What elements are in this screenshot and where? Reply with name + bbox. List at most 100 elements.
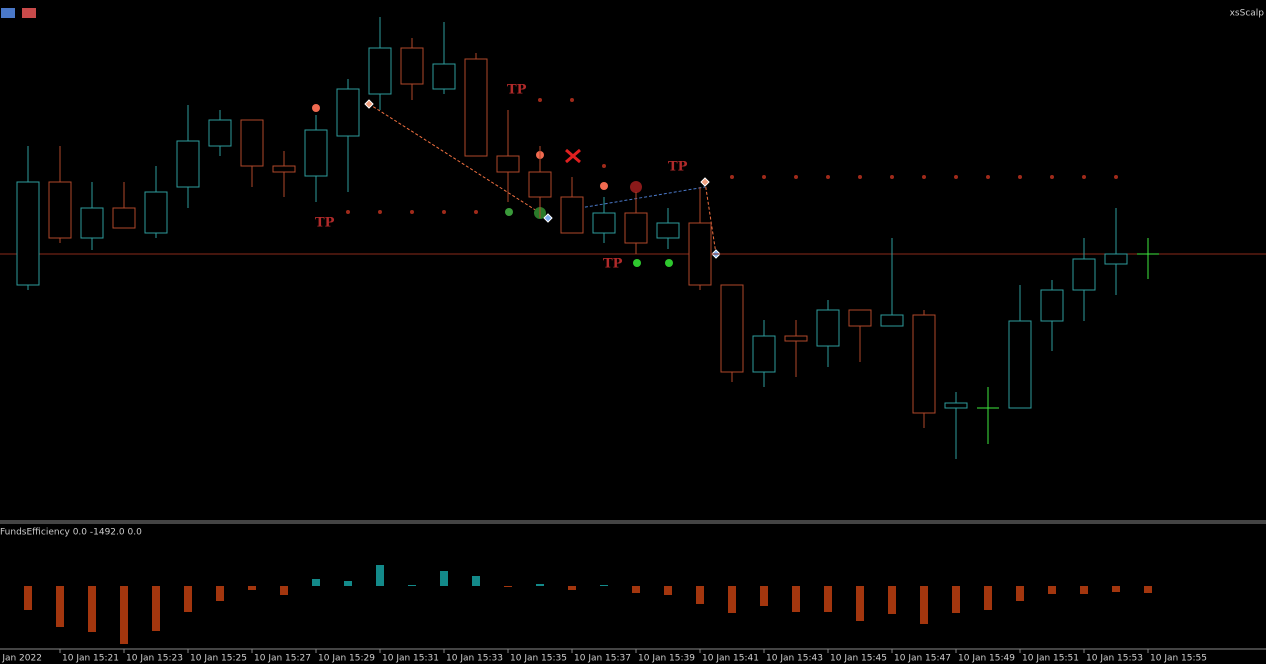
x-tick-label: 10 Jan 15:41 [702,654,759,664]
indicator-bar [1048,586,1056,594]
indicator-bar [856,586,864,621]
tp-dot [858,175,862,179]
candle-body [144,191,168,234]
x-tick-label: 10 Jan 15:43 [766,654,823,664]
indicator-bar [184,586,192,612]
tp-dot [954,175,958,179]
indicator-bar [344,581,352,586]
candle-body [880,314,904,327]
tp-label: TP [315,216,335,231]
candle-body [336,88,360,137]
tp-dot [730,175,734,179]
signal-dot [665,259,673,267]
tp-dot [762,175,766,179]
candle-body [816,309,840,347]
x-tick-label: 10 Jan 15:47 [894,654,951,664]
signal-dot [505,208,513,216]
tp-dot [922,175,926,179]
arrow [700,177,710,187]
tp-label: TP [603,257,623,272]
indicator-bar [376,565,384,586]
candle-body [272,165,296,173]
candle-body [464,58,488,157]
x-tick-label: 10 Jan 15:49 [958,654,1015,664]
indicator-bar [1144,586,1152,593]
indicator-label: FundsEfficiency 0.0 -1492.0 0.0 [0,528,142,538]
indicator-bar [120,586,128,644]
candle-body [1104,253,1128,265]
tp-dot [474,210,478,214]
indicator-bar [408,585,416,586]
tp-dot [570,98,574,102]
tp-dot [986,175,990,179]
candle-body [432,63,456,90]
candle-body [208,119,232,147]
expert-name: xsScalp [1230,9,1265,19]
indicator-bar [472,576,480,586]
x-tick-label: 10 Jan 15:21 [62,654,119,664]
arrow [364,99,374,109]
indicator-bar [760,586,768,606]
candle-body [176,140,200,188]
x-tick-label: 10 Jan 15:29 [318,654,375,664]
tp-dot [826,175,830,179]
candle-body [368,47,392,95]
indicator-bar [920,586,928,624]
trade-line [579,186,706,209]
indicator-bar [696,586,704,604]
x-tick-label: 10 Jan 15:55 [1150,654,1207,664]
candle-body [912,314,936,414]
indicator-bar [568,586,576,590]
candle-body [656,222,680,239]
x-tick-label: 10 Jan 15:37 [574,654,631,664]
candle-body [400,47,424,85]
tp-dot [602,164,606,168]
tp-dot [442,210,446,214]
x-tick-label: 10 Jan 15:25 [190,654,247,664]
indicator-bar [1080,586,1088,594]
candle-body [112,207,136,229]
indicator-bar [88,586,96,632]
x-tick-label: 10 Jan 15:33 [446,654,503,664]
indicator-bar [632,586,640,593]
x-tick-label: 10 Jan 15:27 [254,654,311,664]
candle-body [592,212,616,234]
signal-dot [633,259,641,267]
candle-body [1008,320,1032,409]
tp-dots [346,98,1118,214]
indicator-bar [792,586,800,612]
candle-body [528,171,552,198]
tp-dot [890,175,894,179]
signal-dot [630,181,642,193]
indicator-bar [824,586,832,612]
tp-dot [794,175,798,179]
tp-dot [346,210,350,214]
tp-dot [410,210,414,214]
candle-body [304,129,328,177]
candle-body [16,181,40,286]
indicator-bar [280,586,288,595]
candle-body [240,119,264,167]
icon[interactable] [22,8,36,18]
indicator-bar [248,586,256,590]
candle-body [80,207,104,239]
indicator-bar [152,586,160,631]
indicator-bar [216,586,224,601]
candle-body [560,196,584,234]
x-tick-label: 10 Jan 15:31 [382,654,439,664]
x-tick-label: 10 Jan 15:23 [126,654,183,664]
candle-body [784,335,808,342]
tp-dot [1114,175,1118,179]
candle-body [624,212,648,244]
signal-dot [600,182,608,190]
indicator-bar [952,586,960,613]
tp-dot [538,98,542,102]
x-tick-label: 10 Jan 15:39 [638,654,695,664]
icon[interactable] [1,8,15,18]
candle-body [688,222,712,286]
candle-body [1072,258,1096,291]
tp-dot [1018,175,1022,179]
indicator-bar [440,571,448,586]
